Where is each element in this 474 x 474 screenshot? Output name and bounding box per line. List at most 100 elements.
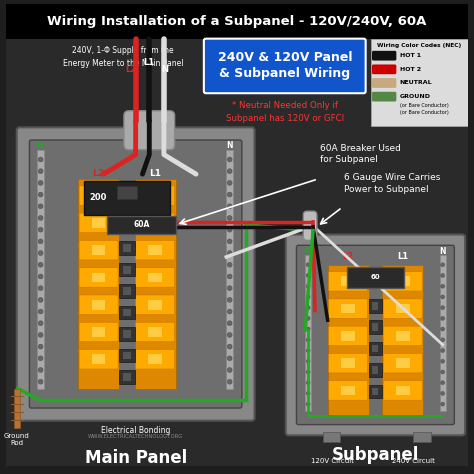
FancyBboxPatch shape: [124, 111, 174, 150]
Bar: [92, 300, 105, 310]
Bar: [92, 327, 105, 337]
Bar: [37, 150, 44, 389]
Bar: [119, 348, 135, 362]
Bar: [347, 267, 404, 288]
Text: WWW.ELECTRICALTECHNOLOGY.ORG: WWW.ELECTRICALTECHNOLOGY.ORG: [330, 332, 420, 337]
Bar: [369, 320, 382, 334]
Bar: [382, 265, 423, 416]
Circle shape: [38, 379, 43, 384]
Circle shape: [441, 338, 445, 342]
Bar: [373, 302, 378, 310]
Text: 60A: 60A: [133, 220, 150, 229]
Circle shape: [306, 338, 310, 342]
FancyBboxPatch shape: [136, 349, 174, 369]
Bar: [373, 345, 378, 353]
Circle shape: [306, 263, 310, 267]
Text: G: G: [305, 246, 311, 255]
Text: L2: L2: [92, 169, 105, 178]
FancyBboxPatch shape: [286, 235, 465, 435]
Circle shape: [38, 321, 43, 326]
Circle shape: [441, 273, 445, 277]
Bar: [78, 179, 119, 389]
Circle shape: [306, 359, 310, 363]
Bar: [226, 150, 233, 389]
Circle shape: [38, 286, 43, 291]
Bar: [119, 327, 135, 341]
Circle shape: [38, 262, 43, 267]
Bar: [369, 384, 382, 398]
Circle shape: [38, 157, 43, 162]
Bar: [373, 388, 378, 395]
Circle shape: [38, 204, 43, 209]
Text: N: N: [161, 65, 168, 74]
Text: L1: L1: [149, 169, 161, 178]
Circle shape: [227, 344, 232, 349]
Text: GROUND: GROUND: [400, 94, 431, 99]
Text: 200: 200: [90, 193, 107, 202]
Bar: [369, 363, 382, 377]
Bar: [123, 309, 131, 317]
Circle shape: [441, 327, 445, 331]
Circle shape: [227, 157, 232, 162]
Text: L2: L2: [343, 253, 354, 262]
Text: Wiring Color Codes (NEC): Wiring Color Codes (NEC): [377, 43, 461, 47]
FancyBboxPatch shape: [328, 354, 368, 373]
Circle shape: [441, 295, 445, 299]
FancyBboxPatch shape: [383, 272, 422, 291]
FancyBboxPatch shape: [383, 326, 422, 346]
Circle shape: [306, 381, 310, 384]
Text: N: N: [226, 141, 232, 150]
Text: 60A Breaker Used
for Subpanel: 60A Breaker Used for Subpanel: [320, 144, 401, 164]
FancyBboxPatch shape: [136, 322, 174, 342]
Bar: [440, 255, 446, 411]
FancyBboxPatch shape: [328, 381, 368, 400]
FancyBboxPatch shape: [79, 268, 118, 287]
Bar: [108, 216, 175, 234]
Text: NEUTRAL: NEUTRAL: [400, 81, 432, 85]
FancyBboxPatch shape: [372, 64, 396, 74]
FancyBboxPatch shape: [372, 92, 396, 101]
FancyBboxPatch shape: [79, 186, 118, 205]
Circle shape: [38, 367, 43, 373]
Circle shape: [38, 344, 43, 349]
Circle shape: [441, 359, 445, 363]
FancyBboxPatch shape: [29, 140, 242, 408]
Bar: [413, 432, 431, 442]
Circle shape: [227, 297, 232, 302]
Bar: [369, 299, 382, 312]
Bar: [148, 191, 162, 201]
Circle shape: [227, 204, 232, 209]
Text: L1: L1: [144, 57, 155, 66]
Bar: [135, 179, 175, 389]
Bar: [148, 218, 162, 228]
Text: 240V & 120V Panel
& Subpanel Wiring: 240V & 120V Panel & Subpanel Wiring: [218, 52, 352, 81]
FancyBboxPatch shape: [383, 381, 422, 400]
Circle shape: [227, 332, 232, 337]
Circle shape: [306, 273, 310, 277]
Circle shape: [306, 295, 310, 299]
Text: 6 Gauge Wire Carries
Power to Subpanel: 6 Gauge Wire Carries Power to Subpanel: [344, 173, 441, 193]
Circle shape: [38, 274, 43, 279]
Bar: [341, 331, 355, 341]
FancyBboxPatch shape: [372, 51, 396, 61]
Circle shape: [306, 317, 310, 320]
Text: HOT 1: HOT 1: [400, 53, 421, 58]
FancyBboxPatch shape: [136, 295, 174, 314]
Bar: [148, 245, 162, 255]
Text: Main Panel: Main Panel: [84, 449, 187, 467]
Circle shape: [38, 192, 43, 197]
Text: 120V Circuit: 120V Circuit: [311, 458, 354, 464]
Text: * Neutral Needed Only if
Subpanel has 120V or GFCI: * Neutral Needed Only if Subpanel has 12…: [226, 101, 344, 122]
Bar: [92, 191, 105, 201]
Bar: [341, 386, 355, 395]
Bar: [6, 4, 468, 39]
FancyBboxPatch shape: [136, 268, 174, 287]
Bar: [92, 245, 105, 255]
Text: WWW.ELECTRICALTECHNOLOGY.ORG: WWW.ELECTRICALTECHNOLOGY.ORG: [88, 434, 183, 439]
Bar: [396, 358, 410, 368]
Circle shape: [227, 309, 232, 314]
Circle shape: [306, 348, 310, 353]
Bar: [117, 186, 137, 200]
Bar: [148, 327, 162, 337]
Bar: [308, 415, 443, 418]
